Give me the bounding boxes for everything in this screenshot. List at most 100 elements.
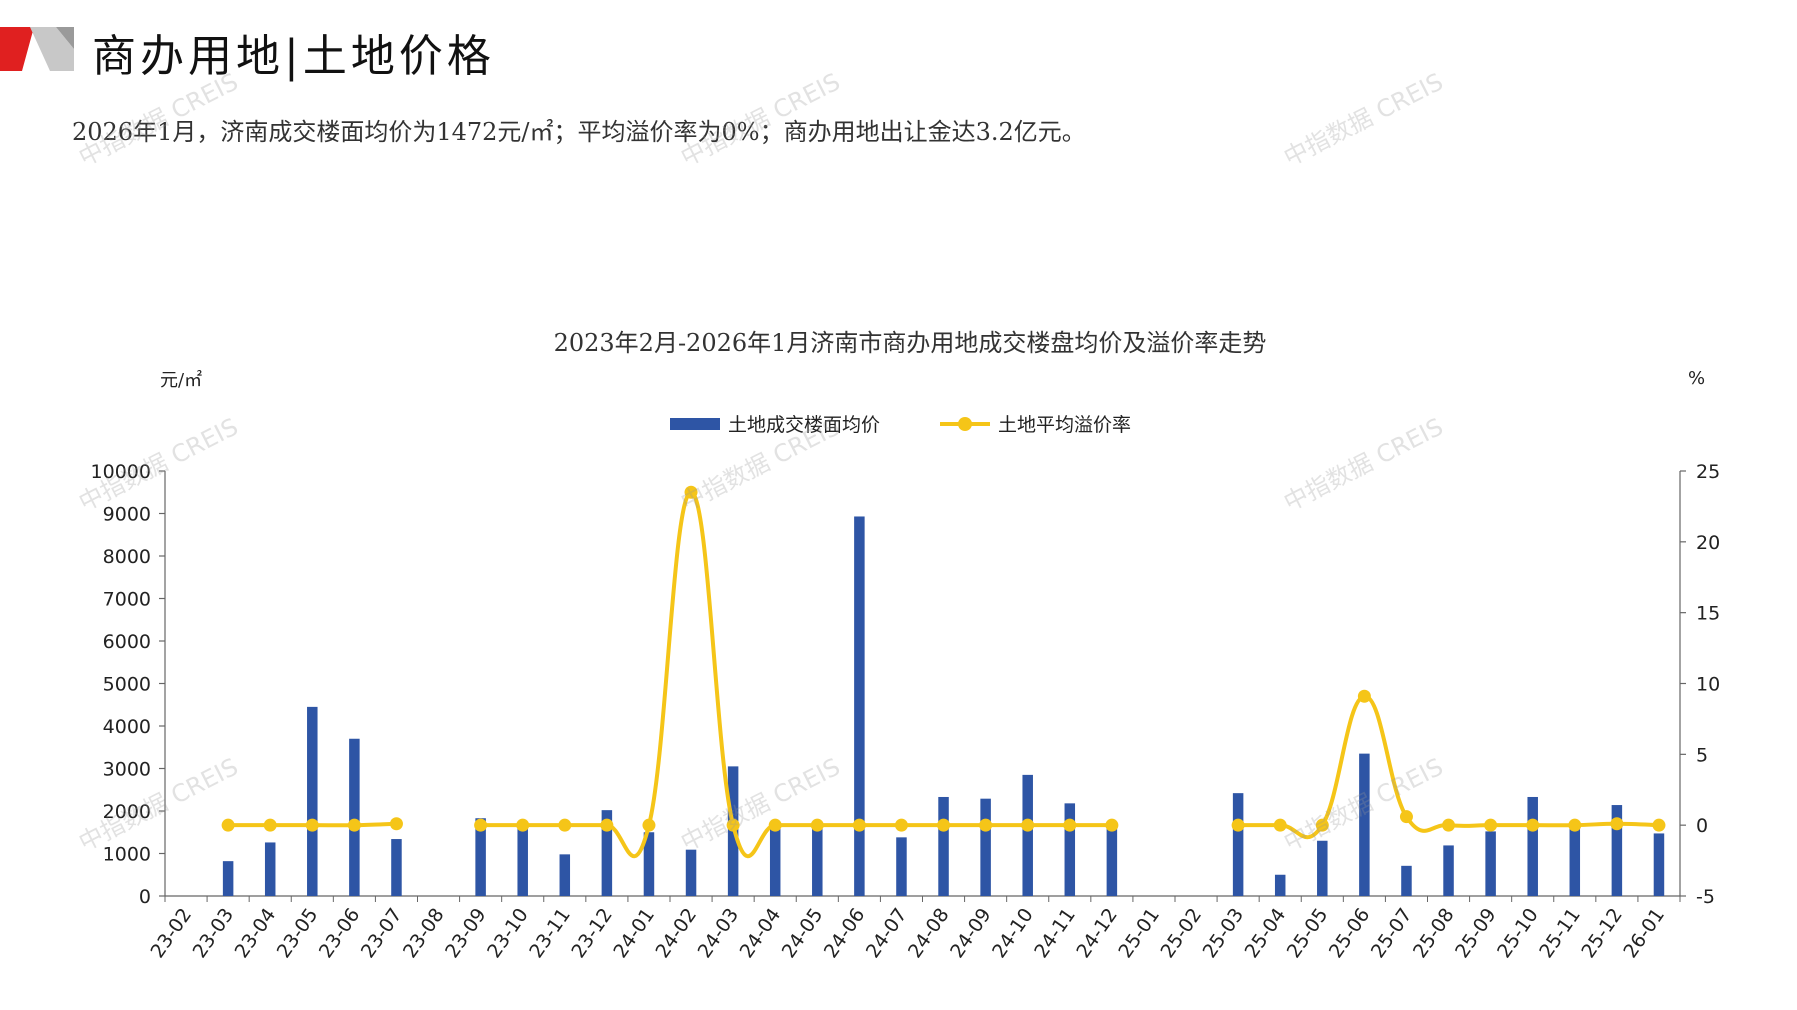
x-axis-tick-label: 25-03 (1199, 904, 1249, 962)
left-axis-unit: 元/㎡ (160, 370, 203, 391)
bar-mark (517, 825, 528, 896)
bar-mark (222, 861, 234, 896)
x-axis-tick-label: 24-01 (609, 904, 659, 962)
bar-mark (601, 810, 613, 896)
x-axis-tick-label: 23-07 (357, 904, 407, 962)
x-axis-tick-label: 23-02 (146, 904, 196, 962)
premium-rate-point (600, 818, 614, 832)
x-axis-tick-label: 24-02 (651, 904, 701, 962)
x-axis-tick-label: 26-01 (1619, 904, 1669, 962)
legend-line-label: 土地平均溢价率 (998, 414, 1132, 436)
x-axis-tick-label: 23-12 (567, 904, 617, 962)
x-axis-tick-label: 25-12 (1577, 904, 1627, 962)
right-axis-tick-label: 0 (1696, 815, 1708, 837)
x-axis-tick-label: 24-09 (946, 904, 996, 962)
premium-rate-point (1399, 810, 1413, 824)
bar-mark (643, 832, 655, 896)
premium-rate-point (516, 818, 530, 832)
logo-grey-shape (30, 27, 74, 71)
premium-rate-line (478, 490, 1114, 859)
bar-mark (854, 516, 865, 896)
right-axis-tick-label: -5 (1696, 886, 1715, 908)
premium-rate-point (726, 818, 740, 832)
bar-mark (980, 798, 991, 896)
bar-mark (1232, 793, 1244, 896)
premium-rate-point (937, 818, 951, 832)
bar-mark (264, 842, 276, 896)
x-axis-tick-label: 23-11 (525, 904, 575, 962)
premium-rate-point (1484, 818, 1498, 832)
logo-dark-shape (56, 27, 74, 49)
left-axis-tick-label: 2000 (103, 801, 151, 823)
bar-mark (1401, 865, 1412, 896)
premium-rate-point (1442, 818, 1456, 832)
bar-mark (1274, 874, 1286, 896)
bar-mark (1106, 827, 1118, 896)
premium-rate-point (1105, 818, 1119, 832)
left-axis-tick-label: 4000 (103, 716, 151, 738)
x-axis-tick-label: 25-08 (1409, 904, 1459, 962)
bar-mark (349, 738, 360, 896)
brand-logo (0, 27, 74, 71)
bar-mark (1064, 803, 1076, 896)
bar-mark (1359, 753, 1370, 896)
x-axis-tick-label: 25-09 (1451, 904, 1501, 962)
premium-rate-point (389, 817, 403, 831)
x-axis-tick-label: 25-06 (1325, 904, 1375, 962)
x-axis-tick-label: 24-12 (1072, 904, 1122, 962)
premium-rate-point (1610, 817, 1624, 831)
premium-rate-point (1231, 818, 1245, 832)
legend-item-line: 土地平均溢价率 (940, 410, 1131, 437)
premium-rate-point (1357, 689, 1371, 703)
x-axis-tick-label: 24-04 (736, 904, 786, 962)
premium-rate-point (347, 818, 361, 832)
premium-rate-point (1273, 818, 1287, 832)
legend-bar-label: 土地成交楼面均价 (728, 414, 881, 436)
bar-mark (938, 796, 949, 896)
bar-mark (896, 837, 907, 896)
bar-mark (1527, 796, 1538, 896)
premium-rate-point (1652, 818, 1666, 832)
premium-rate-line (1236, 694, 1661, 840)
bar-mark (685, 849, 697, 896)
x-axis-tick-label: 24-10 (988, 904, 1038, 962)
x-axis-tick-label: 25-11 (1535, 904, 1585, 962)
premium-rate-point (474, 818, 488, 832)
x-axis-tick-label: 24-03 (694, 904, 744, 962)
left-axis-tick-label: 5000 (103, 674, 151, 696)
premium-rate-point (263, 818, 277, 832)
bar-mark (769, 823, 781, 896)
x-axis-tick-label: 23-09 (441, 904, 491, 962)
right-axis-tick-label: 15 (1696, 603, 1720, 625)
bar-mark (475, 818, 486, 896)
left-axis-tick-label: 6000 (103, 631, 151, 653)
premium-rate-point (1568, 818, 1582, 832)
bar-mark (1485, 831, 1496, 896)
premium-rate-point (305, 818, 319, 832)
summary-text: 2026年1月，济南成交楼面均价为1472元/㎡；平均溢价率为0%；商办用地出让… (72, 118, 1086, 146)
bar-mark (307, 706, 318, 896)
chart-legend: 土地成交楼面均价 土地平均溢价率 (0, 410, 1797, 440)
legend-item-bar: 土地成交楼面均价 (670, 410, 880, 437)
legend-bar-swatch (670, 417, 720, 430)
premium-rate-point (221, 818, 235, 832)
x-axis-tick-label: 23-06 (315, 904, 365, 962)
logo-red-shape (0, 27, 34, 71)
right-axis-unit: % (1688, 368, 1706, 389)
premium-rate-point (1063, 818, 1077, 832)
x-axis-tick-label: 23-08 (399, 904, 449, 962)
x-axis-tick-label: 23-10 (483, 904, 533, 962)
premium-rate-point (979, 818, 993, 832)
left-axis-tick-label: 8000 (103, 546, 151, 568)
x-axis-tick-label: 25-02 (1156, 904, 1206, 962)
bar-mark (1022, 774, 1033, 896)
x-axis-tick-label: 24-06 (820, 904, 870, 962)
premium-rate-point (768, 818, 782, 832)
premium-rate-point (810, 818, 824, 832)
bar-mark (1653, 833, 1665, 896)
page-title: 商办用地|土地价格 (92, 31, 495, 82)
right-axis-tick-label: 10 (1696, 674, 1720, 696)
premium-rate-point (558, 818, 572, 832)
premium-rate-point (1021, 818, 1035, 832)
